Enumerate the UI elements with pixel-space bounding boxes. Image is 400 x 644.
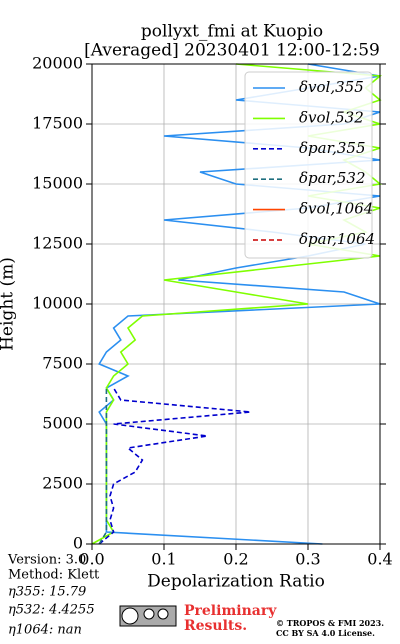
series-line (98, 388, 108, 545)
info-text: η532: 4.4255 (8, 603, 95, 618)
y-tick-label: 15000 (32, 174, 83, 193)
cc-logo (119, 605, 177, 627)
y-tick-label: 5000 (42, 414, 83, 433)
footer-text: CC BY SA 4.0 License. (276, 628, 375, 638)
legend: δvol,355 δvol,532 δpar,355 δpar,532 δvol,106… (244, 71, 375, 259)
x-axis-label: Depolarization Ratio (147, 572, 325, 592)
x-tick-label: 0.3 (295, 550, 320, 569)
plot-frame (91, 63, 381, 545)
x-tick-label: 0.4 (367, 550, 392, 569)
legend-label: δvol,355 (299, 78, 364, 96)
footer-text: Preliminary (184, 603, 277, 619)
logo-circle (121, 607, 139, 625)
x-tick-label: 0.0 (79, 550, 104, 569)
y-tick-label: 12500 (32, 234, 83, 253)
info-text: η1064: nan (8, 623, 82, 638)
logo-circle (143, 608, 155, 620)
info-block: Version: 3.0 Method: Klett η355: 15.79 η… (7, 553, 100, 638)
x-tick-label: 0.1 (151, 550, 176, 569)
y-tick-label: 20000 (32, 54, 83, 73)
info-text: Version: 3.0 (7, 553, 86, 568)
logo-circle (157, 608, 169, 620)
chart-title: pollyxt_fmi at Kuopio (141, 22, 323, 42)
legend-label: δpar,1064 (299, 230, 375, 248)
y-tick-label: 10000 (32, 294, 83, 313)
footer-text: Results. (184, 618, 247, 634)
info-text: η355: 15.79 (8, 585, 86, 600)
legend-label: δvol,532 (299, 108, 364, 126)
footer-text: © TROPOS & FMI 2023. (276, 618, 384, 628)
y-axis-label: Height (m) (0, 257, 18, 351)
chart-subtitle: [Averaged] 20230401 12:00-12:59 (84, 41, 380, 61)
legend-label: δvol,1064 (299, 200, 373, 218)
legend-label: δpar,532 (299, 169, 366, 187)
x-tick-label: 0.2 (223, 550, 248, 569)
y-tick-label: 17500 (32, 114, 83, 133)
legend-label: δpar,355 (299, 139, 366, 157)
y-tick-label: 7500 (42, 354, 83, 373)
y-tick-label: 2500 (42, 474, 83, 493)
y-tick-label: 0 (73, 534, 83, 553)
info-text: Method: Klett (8, 568, 100, 583)
